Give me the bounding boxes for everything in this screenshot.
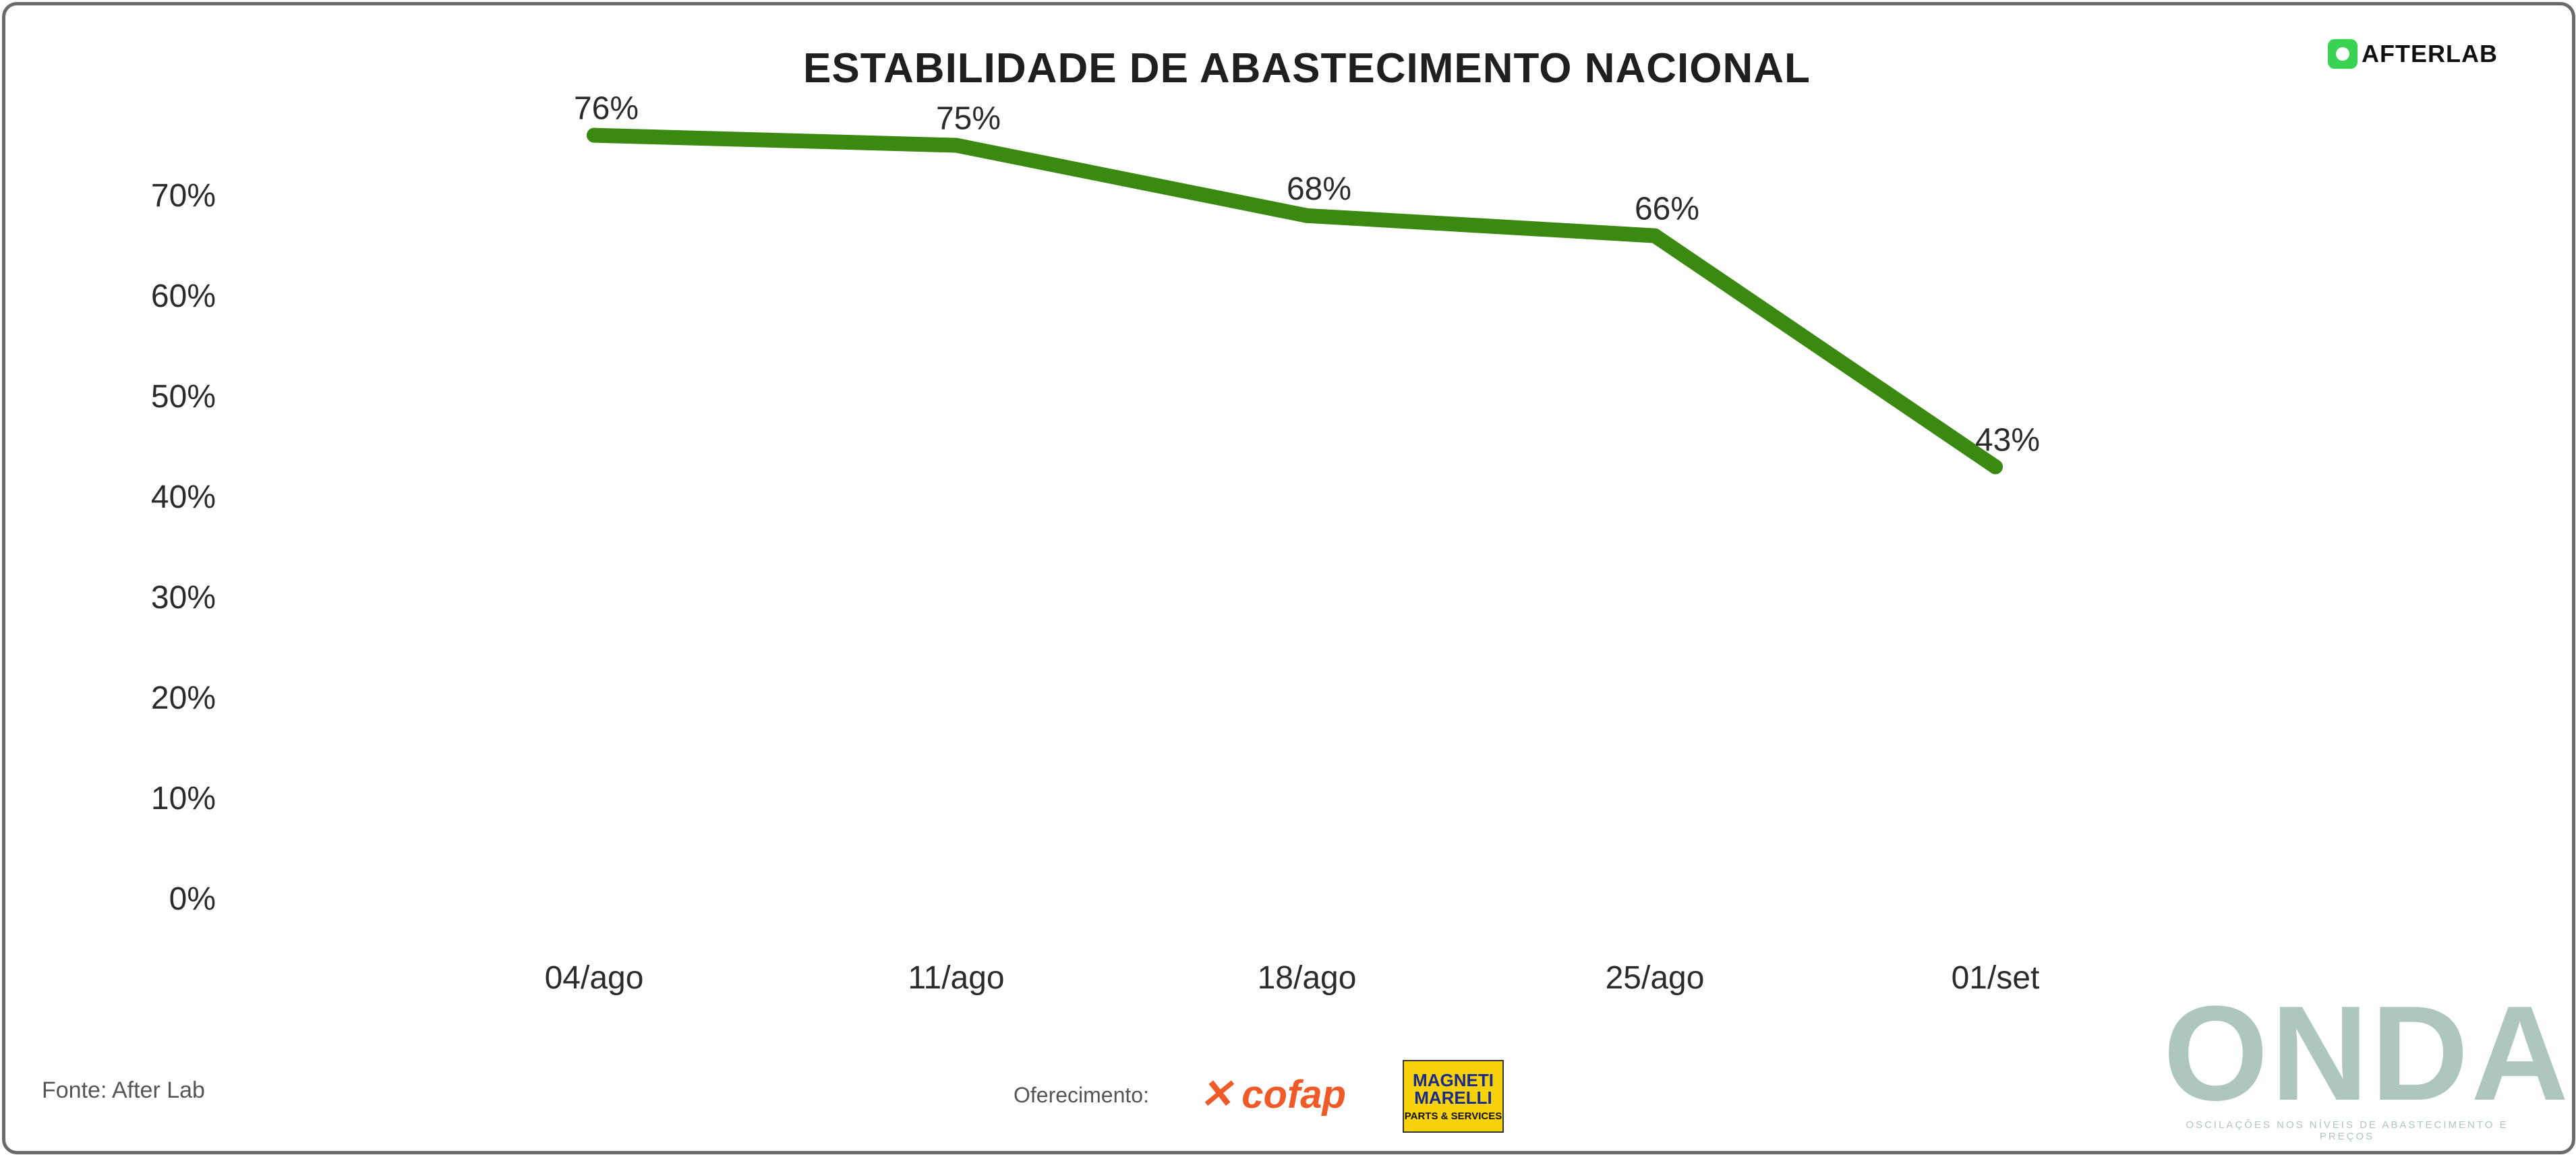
data-label: 43% — [1975, 422, 2040, 458]
data-point — [1988, 459, 2003, 475]
x-tick-label: 25/ago — [1606, 960, 1705, 996]
line-chart: 0% 10% 20% 30% 40% 50% 60% 70% 04/ago 11/ago 18/ag… — [151, 91, 2040, 996]
data-label: 76% — [574, 91, 639, 127]
afterlab-brand: AFTERLAB — [2328, 39, 2498, 69]
x-tick-label: 01/set — [1952, 960, 2040, 996]
data-label: 75% — [936, 101, 1001, 137]
x-tick-label: 04/ago — [545, 960, 644, 996]
cofap-wordmark: cofap — [1241, 1072, 1346, 1117]
cofap-logo-icon: ✕ — [1197, 1071, 1241, 1117]
magneti-marelli-wordmark: MAGNETI MARELLI — [1413, 1069, 1494, 1108]
y-tick-label: 0% — [169, 881, 216, 917]
brand-name: AFTERLAB — [2362, 40, 2498, 67]
y-tick-label: 10% — [151, 781, 216, 817]
y-tick-label: 20% — [151, 680, 216, 716]
magneti-marelli-logo: MAGNETI MARELLI PARTS & SERVICES — [1403, 1060, 1504, 1133]
magneti-marelli-subtitle: PARTS & SERVICES — [1404, 1110, 1502, 1122]
chart-title: ESTABILIDADE DE ABASTECIMENTO NACIONAL — [803, 45, 1811, 92]
y-tick-label: 40% — [151, 479, 216, 515]
data-point — [587, 127, 602, 143]
onda-watermark: ONDA OSCILAÇÕES NOS NÍVEIS DE ABASTECIME… — [2163, 978, 2571, 1143]
x-tick-label: 11/ago — [908, 960, 1004, 996]
data-label: 68% — [1287, 171, 1351, 207]
source-note: Fonte: After Lab — [42, 1077, 205, 1103]
y-tick-label: 60% — [151, 278, 216, 314]
onda-wordmark: ONDA — [2163, 978, 2571, 1129]
data-label: 66% — [1635, 191, 1699, 227]
y-tick-label: 30% — [151, 580, 216, 616]
onda-tagline: OSCILAÇÕES NOS NÍVEIS DE ABASTECIMENTO E… — [2186, 1119, 2509, 1142]
data-point — [1299, 208, 1314, 223]
data-point — [1647, 228, 1662, 243]
sponsor-label: Oferecimento: — [1014, 1083, 1149, 1107]
cofap-logo: ✕ cofap — [1198, 1071, 1346, 1118]
afterlab-logo-icon — [2328, 39, 2358, 69]
data-point — [949, 138, 964, 153]
y-tick-label: 70% — [151, 178, 216, 214]
y-tick-label: 50% — [151, 379, 216, 415]
x-tick-label: 18/ago — [1258, 960, 1357, 996]
